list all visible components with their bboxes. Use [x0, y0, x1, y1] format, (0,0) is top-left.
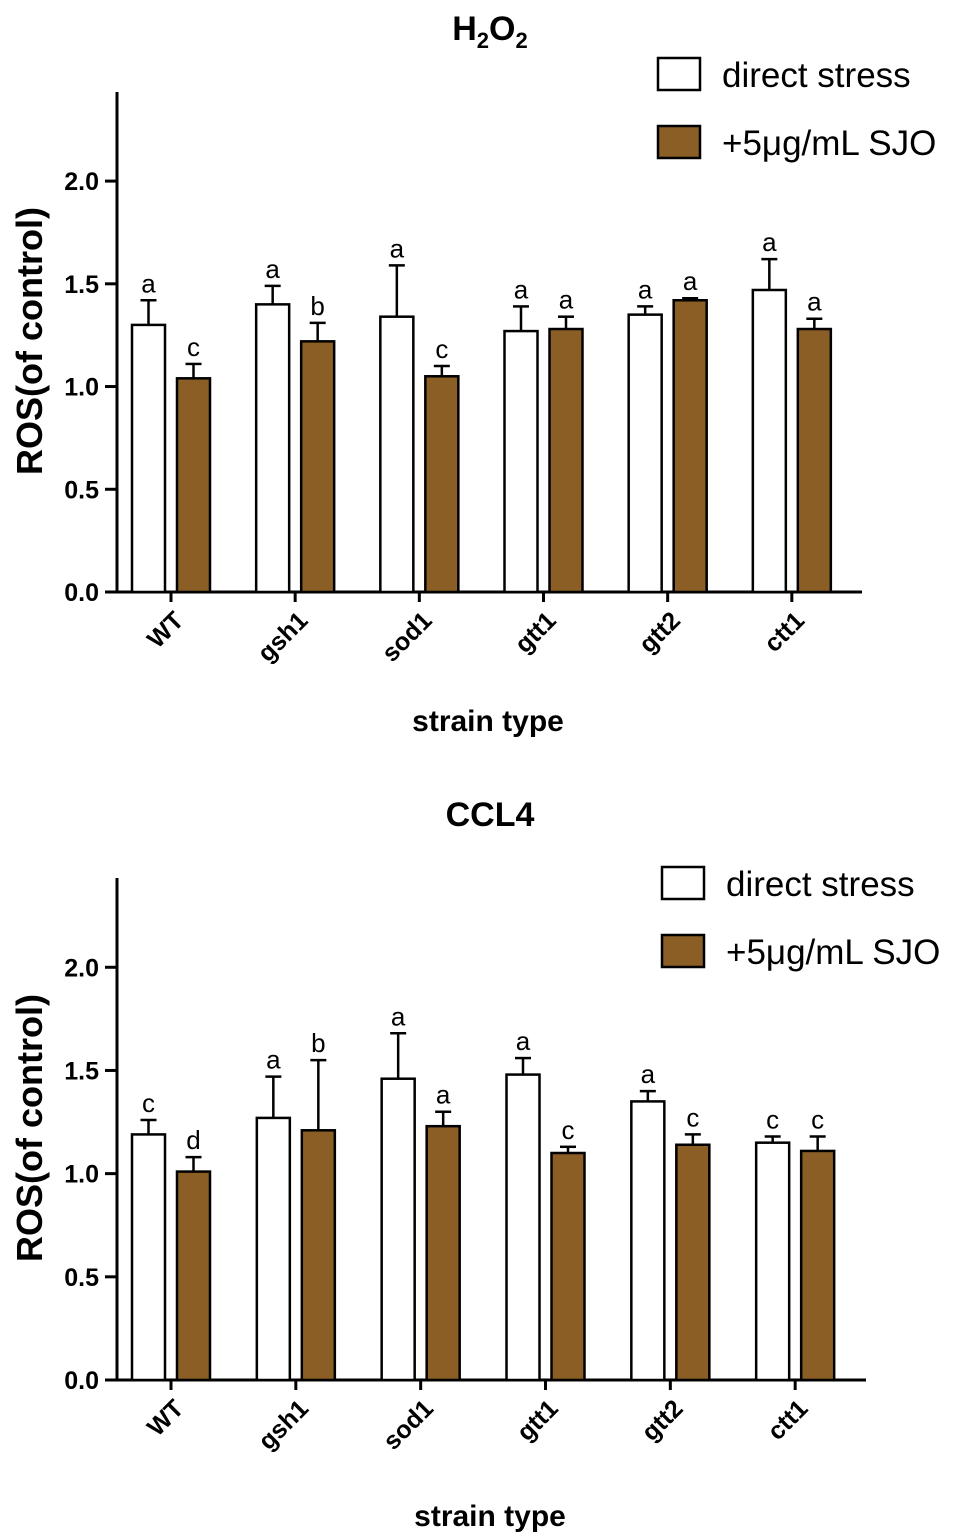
legend-swatch-sjo — [660, 933, 706, 969]
bar-direct-stress — [754, 1141, 791, 1382]
bar-sjo — [175, 377, 212, 594]
significance-label: c — [686, 1102, 699, 1132]
x-tick-label: gsh1 — [253, 1394, 314, 1455]
significance-label: c — [811, 1104, 824, 1134]
bar-sjo — [424, 375, 460, 594]
significance-label: a — [266, 1045, 281, 1075]
bar-sjo — [175, 1170, 212, 1382]
significance-label: c — [562, 1115, 575, 1145]
significance-label: c — [187, 332, 200, 362]
significance-label: a — [141, 268, 156, 298]
y-tick-label: 0.0 — [64, 579, 99, 607]
bar-direct-stress — [505, 1073, 541, 1382]
bar-sjo — [799, 1149, 836, 1382]
bar-direct-stress — [130, 323, 167, 594]
legend-swatch-direct-stress — [656, 56, 702, 92]
significance-label: c — [766, 1104, 779, 1134]
legend-label: +5μg/mL SJO — [722, 124, 936, 163]
bar-sjo — [299, 340, 336, 594]
significance-label: a — [641, 1059, 656, 1089]
significance-label: b — [311, 1028, 325, 1058]
x-tick-label: gtt2 — [634, 606, 686, 658]
bar-direct-stress — [379, 315, 415, 594]
legend-label: +5μg/mL SJO — [726, 933, 940, 972]
significance-label: a — [807, 287, 822, 317]
title-text: O — [489, 10, 515, 48]
y-axis-label: ROS(of control) — [9, 207, 50, 475]
x-axis-label: strain type — [414, 1500, 566, 1533]
significance-label: a — [390, 233, 405, 263]
bar-direct-stress — [380, 1077, 416, 1382]
significance-label: a — [514, 274, 529, 304]
h2o2-chart-panel: H2O2 0.0 0.5 1.0 1.5 2.0 ROS(of control) a c WT a b… — [0, 0, 980, 768]
bar-direct-stress — [130, 1133, 167, 1382]
x-tick-label: WT — [142, 1394, 189, 1441]
title-subscript: 2 — [477, 28, 489, 53]
significance-label: a — [683, 266, 698, 296]
bar-direct-stress — [630, 1100, 666, 1382]
significance-label: a — [762, 227, 777, 257]
ccl4-chart-panel: CCL4 0.0 0.5 1.0 1.5 2.0 ROS(of control) c d WT a b… — [0, 768, 980, 1537]
chart-title: CCL4 — [446, 796, 535, 834]
y-tick-label: 2.0 — [64, 954, 99, 982]
y-tick-label: 2.0 — [64, 168, 99, 196]
x-tick-label: gtt1 — [512, 1394, 564, 1446]
chart-title: H2O2 — [452, 10, 528, 53]
x-tick-label: gsh1 — [252, 606, 313, 667]
bar-direct-stress — [627, 313, 663, 594]
x-tick-label: gtt1 — [510, 606, 562, 658]
significance-label: c — [435, 334, 448, 364]
y-tick-label: 1.5 — [64, 1057, 99, 1085]
bar-sjo — [672, 299, 708, 594]
x-axis-label: strain type — [412, 705, 564, 738]
title-text: H — [452, 10, 477, 48]
bar-direct-stress — [254, 303, 291, 594]
bar-sjo — [796, 327, 833, 594]
significance-label: c — [142, 1088, 155, 1118]
x-tick-label: ctt1 — [759, 606, 810, 657]
significance-label: a — [638, 274, 653, 304]
legend-swatch-direct-stress — [660, 865, 706, 901]
bar-direct-stress — [255, 1116, 292, 1382]
y-tick-label: 1.0 — [64, 1161, 99, 1189]
bar-sjo — [548, 327, 584, 594]
bar-sjo — [425, 1124, 461, 1382]
significance-label: a — [559, 285, 574, 315]
significance-label: a — [436, 1080, 451, 1110]
x-tick-label: WT — [142, 606, 189, 653]
y-tick-label: 1.0 — [64, 374, 99, 402]
x-tick-label: sod1 — [378, 1394, 439, 1455]
x-tick-label: gtt2 — [636, 1394, 688, 1446]
y-axis-label: ROS(of control) — [9, 994, 50, 1262]
legend-label: direct stress — [722, 56, 911, 95]
legend-swatch-sjo — [656, 124, 702, 160]
y-tick-label: 0.5 — [64, 476, 99, 504]
significance-label: b — [310, 291, 324, 321]
title-subscript: 2 — [516, 28, 528, 53]
significance-label: d — [186, 1125, 200, 1155]
significance-label: a — [391, 1001, 406, 1031]
y-tick-label: 0.0 — [64, 1367, 99, 1395]
bar-direct-stress — [751, 288, 788, 594]
significance-label: a — [516, 1026, 531, 1056]
significance-label: a — [265, 254, 280, 284]
legend-label: direct stress — [726, 865, 915, 904]
bar-sjo — [675, 1143, 711, 1382]
y-tick-label: 0.5 — [64, 1264, 99, 1292]
x-tick-label: sod1 — [377, 606, 438, 667]
bar-direct-stress — [503, 329, 539, 594]
y-tick-label: 1.5 — [64, 271, 99, 299]
x-tick-label: ctt1 — [762, 1394, 813, 1445]
bar-sjo — [300, 1129, 337, 1382]
bar-sjo — [550, 1151, 586, 1382]
